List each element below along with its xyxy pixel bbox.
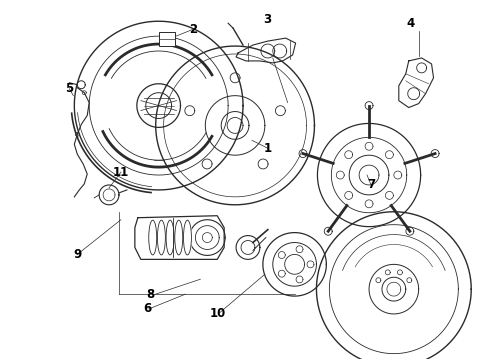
- Polygon shape: [236, 235, 260, 260]
- Polygon shape: [156, 46, 315, 205]
- Ellipse shape: [183, 220, 192, 255]
- Text: 6: 6: [144, 302, 152, 315]
- Polygon shape: [190, 220, 225, 255]
- Polygon shape: [318, 123, 420, 227]
- Text: 11: 11: [113, 166, 129, 179]
- Polygon shape: [135, 216, 224, 260]
- Ellipse shape: [175, 220, 183, 255]
- Polygon shape: [317, 212, 471, 360]
- Polygon shape: [399, 58, 434, 108]
- Ellipse shape: [166, 220, 174, 255]
- Text: 1: 1: [264, 142, 272, 155]
- Text: 10: 10: [210, 307, 226, 320]
- Text: 2: 2: [189, 23, 197, 36]
- Ellipse shape: [149, 220, 157, 255]
- Text: 4: 4: [407, 17, 415, 30]
- Bar: [159, 32, 174, 46]
- Text: 9: 9: [73, 248, 81, 261]
- Ellipse shape: [157, 220, 165, 255]
- Text: 7: 7: [367, 179, 375, 192]
- Text: 5: 5: [65, 82, 74, 95]
- Polygon shape: [74, 21, 243, 190]
- Text: 3: 3: [263, 13, 271, 26]
- Polygon shape: [263, 233, 326, 296]
- Polygon shape: [236, 38, 295, 63]
- Text: 8: 8: [147, 288, 155, 301]
